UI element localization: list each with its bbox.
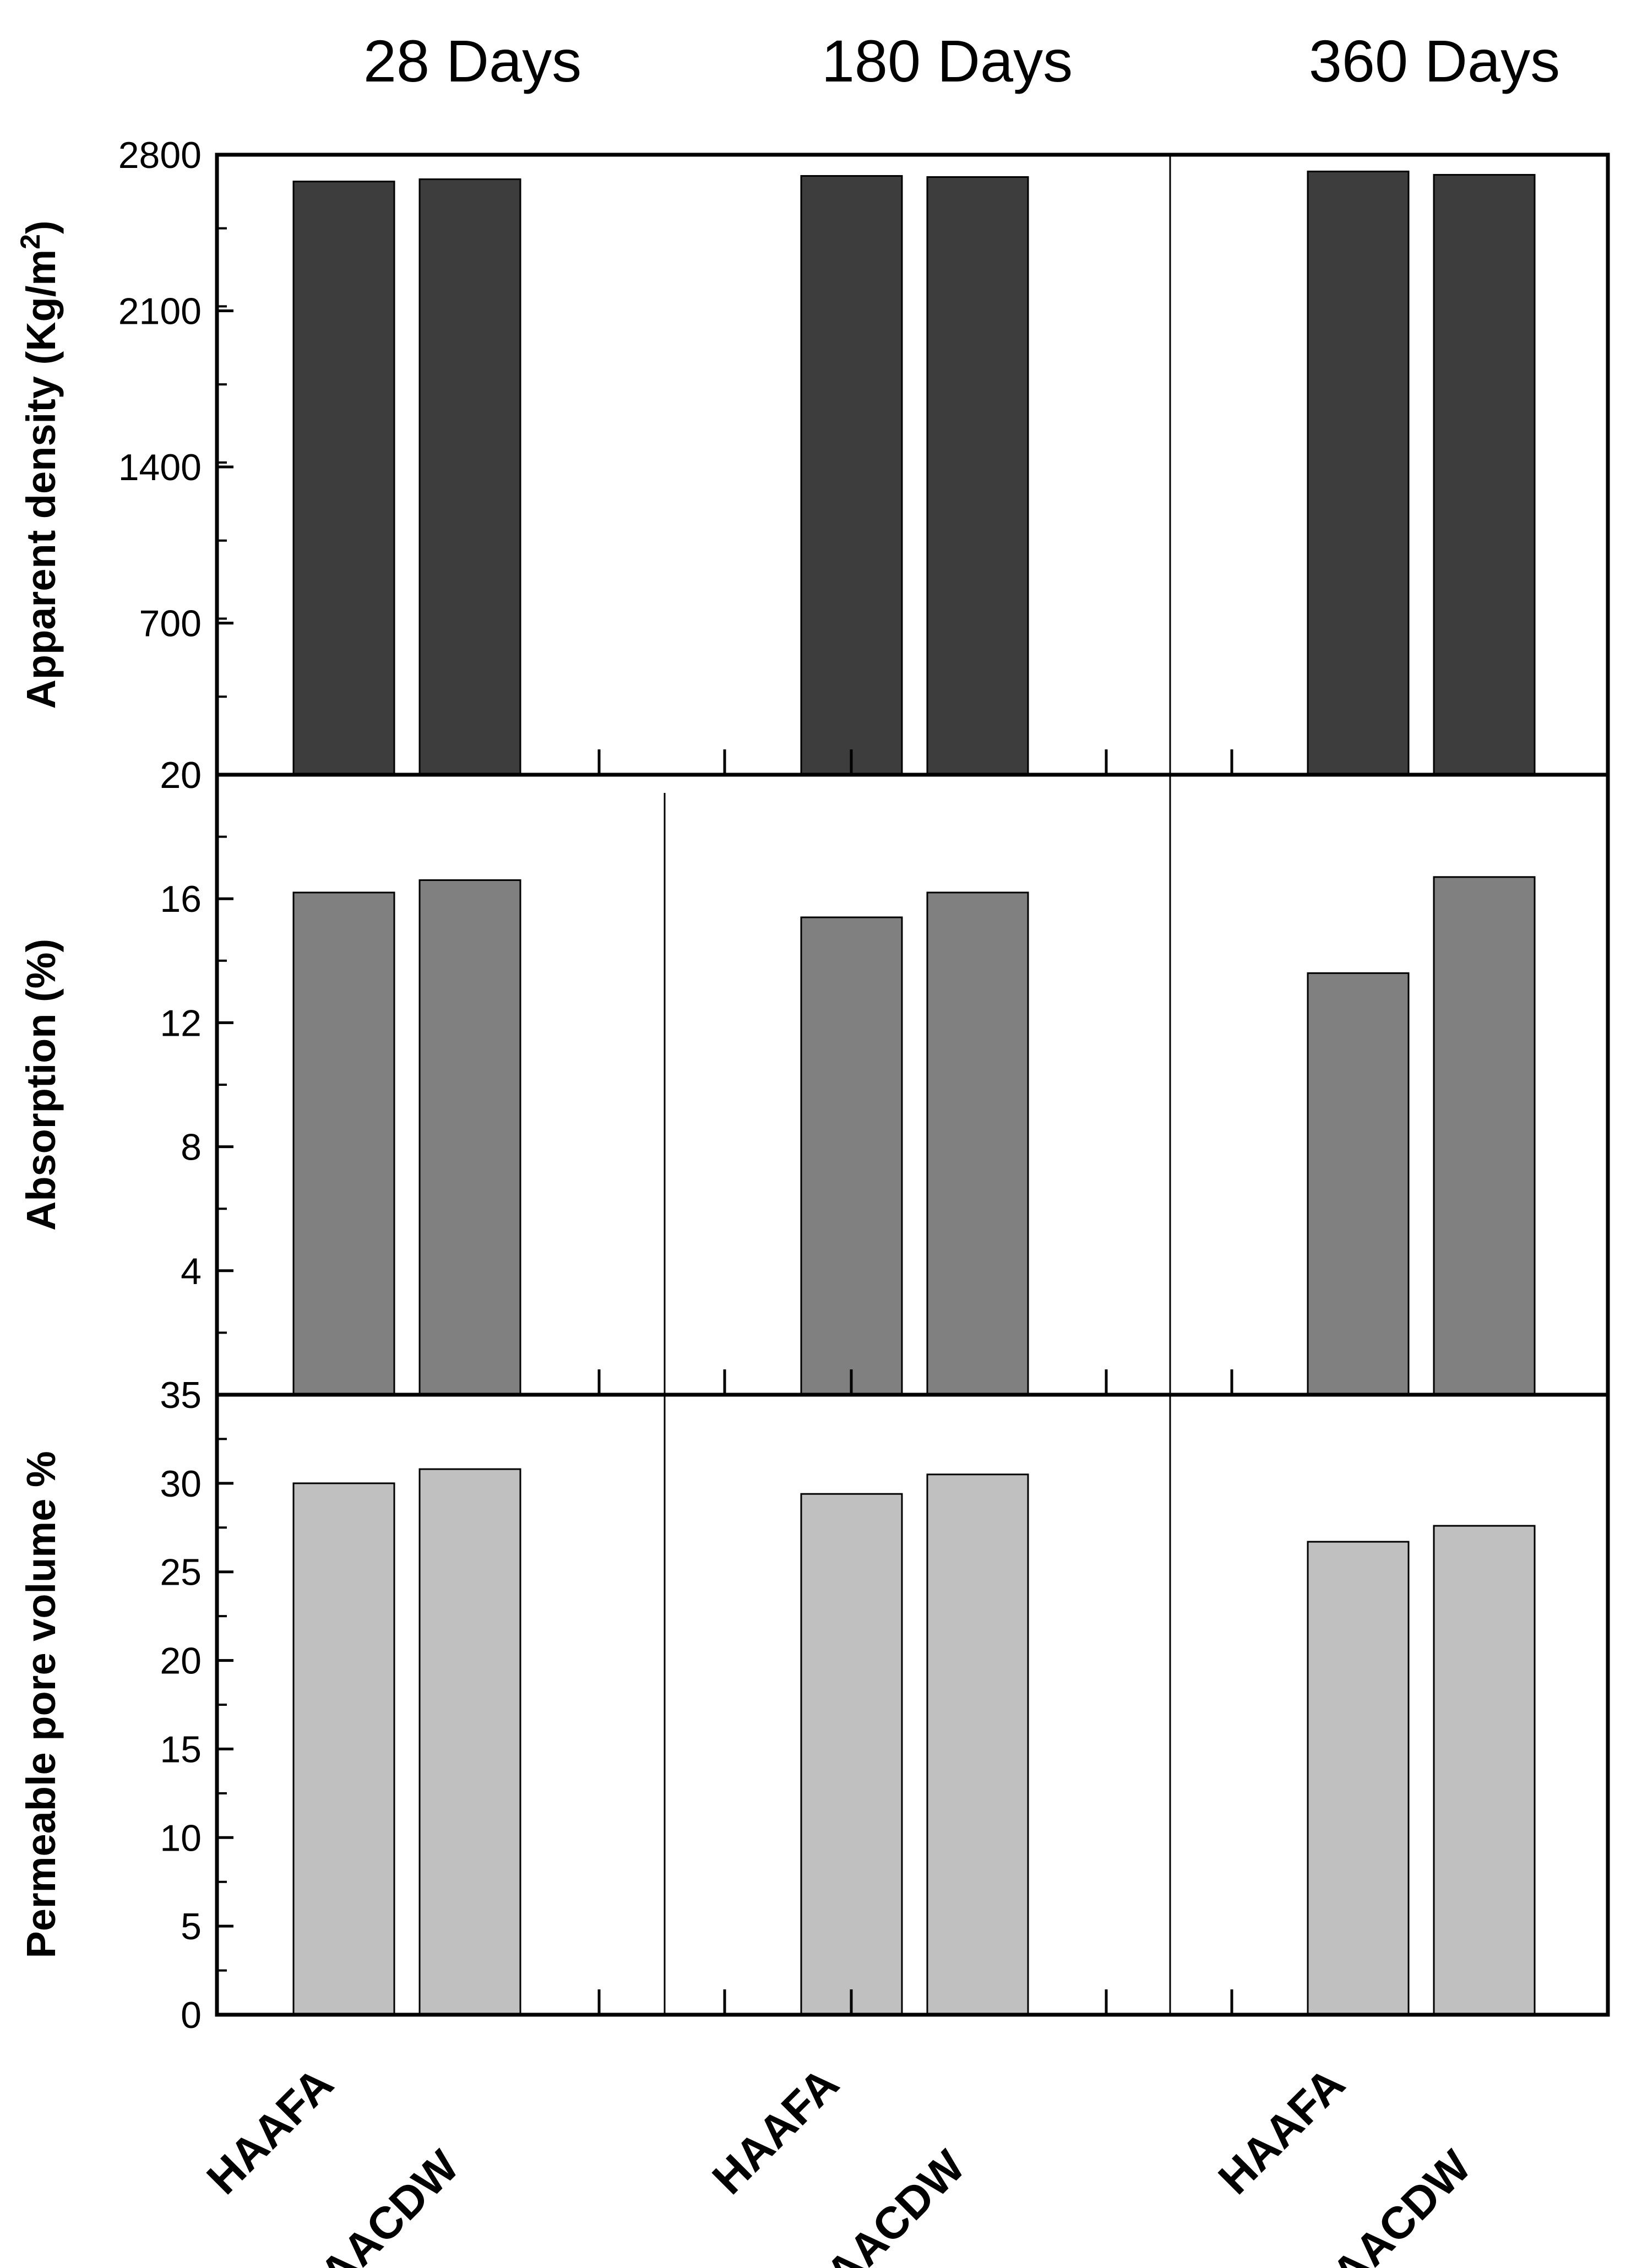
group-title-0: 28 Days bbox=[363, 28, 581, 94]
y-tick-label-2-6: 30 bbox=[160, 1463, 202, 1505]
category-label-2-1: HAACDW bbox=[1300, 2141, 1481, 2268]
y-tick-label-1-3: 16 bbox=[160, 878, 202, 920]
category-label-1-0: HAAFA bbox=[703, 2058, 849, 2204]
category-label-0-1: HAACDW bbox=[287, 2141, 469, 2268]
y-tick-label-2-4: 20 bbox=[160, 1640, 202, 1682]
y-tick-label-1-0: 4 bbox=[181, 1250, 202, 1292]
bar-0-1-1 bbox=[926, 176, 1029, 776]
bar-1-2-1 bbox=[1433, 876, 1536, 1396]
bar-0-0-1 bbox=[418, 178, 521, 776]
y-axis-label-0: Apparent density (Kg/m2) bbox=[15, 220, 64, 709]
y-axis-label-end-0: ) bbox=[18, 220, 64, 234]
bar-2-0-0 bbox=[292, 1482, 395, 2016]
category-label-2-0: HAAFA bbox=[1209, 2058, 1355, 2204]
bar-0-2-0 bbox=[1307, 170, 1410, 776]
y-tick-label-0-0: 20 bbox=[160, 754, 202, 796]
y-tick-label-2-2: 10 bbox=[160, 1817, 202, 1859]
bar-2-1-1 bbox=[926, 1473, 1029, 2016]
plot-frame bbox=[215, 153, 1610, 2017]
y-axis-label-1: Absorption (%) bbox=[18, 939, 64, 1231]
bar-2-0-1 bbox=[418, 1468, 521, 2016]
y-tick-label-0-4: 2800 bbox=[118, 134, 202, 176]
category-label-0-0: HAAFA bbox=[198, 2058, 343, 2204]
y-tick-label-2-5: 25 bbox=[160, 1552, 202, 1593]
y-axis-label-2: Permeable pore volume % bbox=[18, 1451, 64, 1958]
y-axis-label-text-0: Apparent density (Kg/m bbox=[18, 249, 64, 709]
bar-0-1-0 bbox=[800, 175, 903, 776]
y-axis-label-text-2: Permeable pore volume % bbox=[18, 1451, 64, 1958]
bar-1-1-0 bbox=[800, 916, 903, 1396]
bar-1-1-1 bbox=[926, 891, 1029, 1396]
bar-1-0-0 bbox=[292, 891, 395, 1396]
y-axis-label-sup-0: 2 bbox=[15, 234, 46, 249]
group-title-1: 180 Days bbox=[822, 28, 1073, 94]
bar-0-2-1 bbox=[1433, 173, 1536, 776]
y-tick-label-1-2: 12 bbox=[160, 1002, 202, 1044]
group-title-2: 360 Days bbox=[1309, 28, 1560, 94]
category-label-1-1: HAACDW bbox=[793, 2141, 975, 2268]
bar-2-1-0 bbox=[800, 1493, 903, 2016]
y-tick-label-0-1: 700 bbox=[139, 603, 202, 645]
y-tick-label-2-0: 0 bbox=[181, 1994, 202, 2036]
bar-0-0-0 bbox=[292, 181, 395, 776]
y-tick-label-0-2: 1400 bbox=[118, 447, 202, 488]
y-tick-label-1-4: 20 bbox=[160, 754, 202, 796]
y-tick-label-2-7: 35 bbox=[160, 1374, 202, 1416]
bar-2-2-0 bbox=[1307, 1541, 1410, 2016]
y-tick-label-2-3: 15 bbox=[160, 1728, 202, 1770]
y-axis-label-text-1: Absorption (%) bbox=[18, 939, 64, 1231]
bar-1-0-1 bbox=[418, 879, 521, 1396]
y-tick-label-1-1: 8 bbox=[181, 1127, 202, 1168]
y-tick-label-0-3: 2100 bbox=[118, 291, 202, 333]
bar-2-2-1 bbox=[1433, 1525, 1536, 2016]
bar-1-2-0 bbox=[1307, 972, 1410, 1396]
y-tick-label-2-1: 5 bbox=[181, 1906, 202, 1948]
